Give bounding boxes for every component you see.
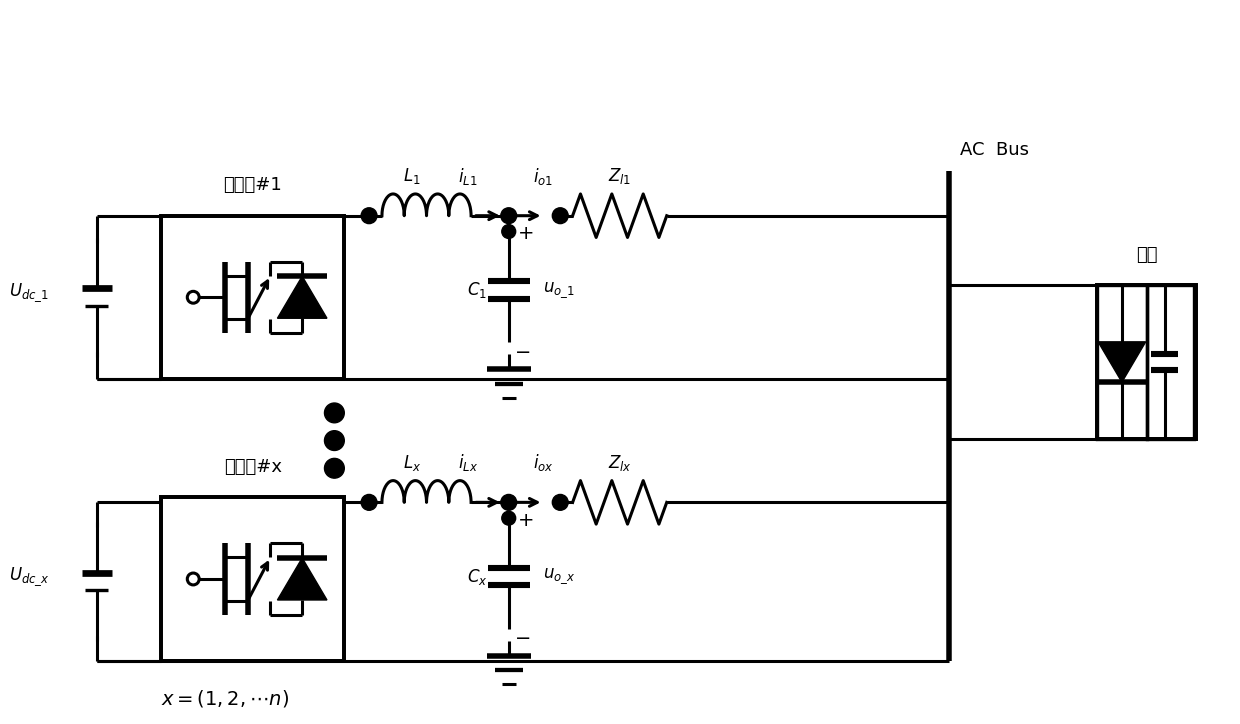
Text: +: +: [518, 224, 534, 243]
Circle shape: [325, 431, 345, 450]
Text: $U_{dc\_1}$: $U_{dc\_1}$: [9, 281, 50, 303]
Text: 负载: 负载: [1136, 245, 1157, 264]
Polygon shape: [278, 558, 327, 600]
Circle shape: [552, 208, 568, 224]
Text: $L_x$: $L_x$: [403, 452, 420, 473]
Text: $-$: $-$: [515, 627, 531, 647]
Text: 逆变器#1: 逆变器#1: [223, 176, 281, 194]
Text: $x=(1,2,\cdots n)$: $x=(1,2,\cdots n)$: [161, 688, 289, 709]
Bar: [161, 497, 345, 660]
Text: $Z_{lx}$: $Z_{lx}$: [608, 452, 631, 473]
Circle shape: [501, 494, 517, 510]
Polygon shape: [1099, 342, 1146, 382]
Circle shape: [361, 208, 377, 224]
Bar: [1097, 285, 1197, 439]
Circle shape: [502, 224, 516, 238]
Text: $i_{o1}$: $i_{o1}$: [533, 166, 553, 187]
Text: $i_{Lx}$: $i_{Lx}$: [458, 452, 479, 473]
Text: $i_{L1}$: $i_{L1}$: [459, 166, 477, 187]
Text: $C_x$: $C_x$: [466, 566, 487, 586]
Text: +: +: [518, 510, 534, 530]
Text: $-$: $-$: [515, 340, 531, 360]
Text: $Z_{l1}$: $Z_{l1}$: [608, 167, 631, 186]
Text: $L_1$: $L_1$: [403, 167, 420, 186]
Text: $u_{o\_x}$: $u_{o\_x}$: [543, 567, 575, 586]
Text: $C_1$: $C_1$: [467, 280, 487, 300]
Circle shape: [361, 494, 377, 510]
Text: AC  Bus: AC Bus: [961, 141, 1029, 159]
Bar: [161, 216, 345, 379]
Text: 逆变器#x: 逆变器#x: [223, 458, 281, 476]
Circle shape: [325, 458, 345, 478]
Polygon shape: [278, 277, 327, 319]
Circle shape: [552, 494, 568, 510]
Bar: [1097, 285, 1147, 439]
Circle shape: [501, 208, 517, 224]
Text: $u_{o\_1}$: $u_{o\_1}$: [543, 280, 575, 300]
Circle shape: [325, 403, 345, 423]
Bar: [1147, 285, 1194, 439]
Text: $U_{dc\_x}$: $U_{dc\_x}$: [9, 565, 50, 588]
Text: $i_{ox}$: $i_{ox}$: [533, 452, 554, 473]
Circle shape: [502, 511, 516, 525]
